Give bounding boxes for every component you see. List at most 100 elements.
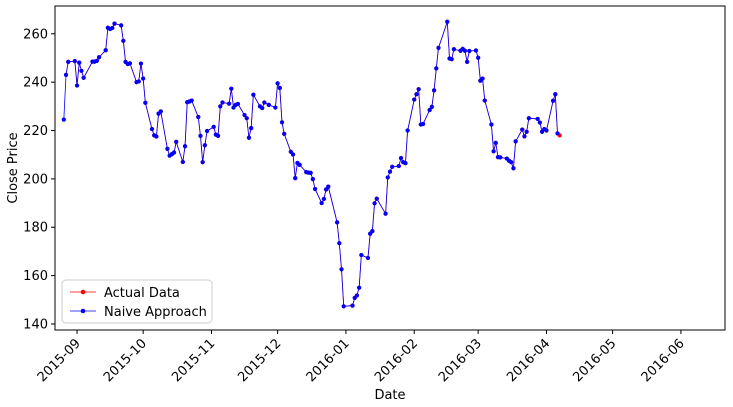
data-point xyxy=(200,160,205,165)
data-point xyxy=(308,170,313,175)
data-point xyxy=(513,139,518,144)
data-point xyxy=(138,61,144,66)
data-point xyxy=(451,47,457,52)
y-tick-label: 220 xyxy=(23,124,48,139)
data-point xyxy=(202,143,207,148)
data-point xyxy=(77,60,82,65)
data-point xyxy=(416,87,421,92)
data-point xyxy=(154,134,159,139)
data-point xyxy=(522,134,527,139)
data-point xyxy=(242,112,247,118)
data-point xyxy=(537,120,542,125)
y-tick-label: 260 xyxy=(23,27,48,42)
data-point xyxy=(204,128,210,134)
data-point xyxy=(180,159,185,165)
y-tick-label: 200 xyxy=(23,172,48,187)
data-point xyxy=(279,120,285,125)
data-point xyxy=(262,100,267,105)
data-point xyxy=(246,135,252,140)
data-point xyxy=(110,25,115,31)
x-axis-label: Date xyxy=(374,388,405,403)
data-point xyxy=(297,162,302,167)
y-tick-label: 160 xyxy=(23,269,48,284)
data-point xyxy=(310,177,315,182)
data-point xyxy=(319,200,324,206)
data-point xyxy=(365,255,371,261)
data-point xyxy=(491,149,496,154)
data-point xyxy=(555,131,560,136)
data-point xyxy=(215,133,221,138)
data-point xyxy=(249,126,254,131)
data-point xyxy=(63,72,69,78)
data-point xyxy=(462,48,468,53)
data-point xyxy=(227,101,232,106)
data-point xyxy=(321,196,326,202)
data-point xyxy=(112,21,117,26)
data-point xyxy=(312,186,318,192)
data-point xyxy=(218,104,223,109)
data-point xyxy=(467,48,472,54)
data-point xyxy=(436,45,441,50)
data-point xyxy=(66,59,71,64)
y-axis-label: Close Price xyxy=(6,132,21,203)
legend-entry-naive: Naive Approach xyxy=(70,305,207,320)
data-point xyxy=(357,285,362,290)
data-point xyxy=(81,75,86,80)
data-point xyxy=(171,150,177,155)
data-point xyxy=(96,55,102,60)
data-point xyxy=(383,211,388,216)
y-tick-label: 140 xyxy=(23,317,48,332)
data-point xyxy=(526,116,531,121)
data-point xyxy=(182,144,188,149)
data-point xyxy=(282,131,287,137)
data-point xyxy=(520,127,525,132)
data-point xyxy=(370,229,375,234)
data-point xyxy=(149,126,155,132)
data-point xyxy=(550,98,556,103)
data-point xyxy=(420,121,426,127)
data-point xyxy=(251,92,256,97)
data-point xyxy=(235,101,241,107)
data-point xyxy=(431,88,437,93)
data-point xyxy=(198,133,203,138)
data-point xyxy=(266,102,271,107)
data-point xyxy=(359,252,364,258)
data-point xyxy=(79,68,84,73)
data-point xyxy=(480,76,485,81)
data-point xyxy=(354,293,360,298)
data-point xyxy=(498,155,503,160)
data-point xyxy=(544,128,549,133)
data-point xyxy=(535,116,540,122)
plot-frame xyxy=(54,5,726,331)
legend: Actual Data Naive Approach xyxy=(61,279,213,324)
data-point xyxy=(211,124,216,129)
data-point xyxy=(326,184,331,189)
data-point xyxy=(412,97,417,102)
data-point xyxy=(119,23,124,28)
data-point xyxy=(323,187,329,192)
data-point xyxy=(429,104,434,109)
data-point xyxy=(220,100,225,105)
y-tick-label: 240 xyxy=(23,76,48,91)
data-point xyxy=(143,100,148,105)
data-point xyxy=(387,169,393,174)
data-point xyxy=(553,92,558,97)
data-point xyxy=(165,146,170,151)
data-point xyxy=(473,48,479,53)
legend-label-actual: Actual Data xyxy=(104,286,180,301)
data-point xyxy=(293,176,298,181)
data-point xyxy=(403,161,408,166)
data-point xyxy=(339,267,344,272)
data-point xyxy=(511,166,516,171)
data-point xyxy=(449,57,454,62)
series-naive-approach xyxy=(61,19,560,309)
data-point xyxy=(229,86,234,91)
data-point xyxy=(277,85,282,91)
data-point xyxy=(476,55,481,60)
data-point xyxy=(405,128,410,133)
data-point xyxy=(335,220,340,225)
data-point xyxy=(72,59,77,64)
data-point xyxy=(127,61,133,66)
data-point xyxy=(290,152,296,157)
